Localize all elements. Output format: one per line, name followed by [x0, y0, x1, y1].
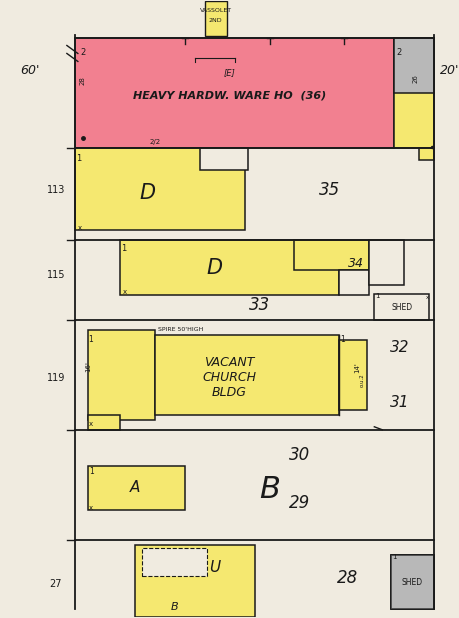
Text: 32: 32	[389, 341, 408, 355]
Text: 1: 1	[76, 154, 81, 163]
Bar	[369, 240, 403, 285]
Text: 1: 1	[339, 336, 344, 344]
Text: 35: 35	[318, 181, 339, 199]
Text: 1: 1	[374, 293, 379, 299]
Text: o.u.2: o.u.2	[359, 373, 364, 387]
Text: VASSOLET: VASSOLET	[199, 8, 231, 13]
Text: 28: 28	[336, 569, 357, 586]
Bar	[204, 1, 226, 36]
Text: x: x	[123, 289, 127, 295]
Text: 29: 29	[288, 494, 309, 512]
Text: 60': 60'	[20, 64, 39, 77]
Text: 26: 26	[411, 74, 417, 83]
Bar	[391, 554, 433, 609]
Text: SPIRE 50'HIGH: SPIRE 50'HIGH	[157, 328, 202, 332]
Text: 20': 20'	[438, 64, 458, 77]
Text: HEAVY HARDW. WARE HO  (36): HEAVY HARDW. WARE HO (36)	[133, 90, 325, 100]
Text: SHED: SHED	[391, 302, 412, 311]
Text: 14': 14'	[353, 363, 359, 373]
Text: 16': 16'	[84, 362, 90, 372]
Bar	[199, 148, 247, 170]
Text: VACANT
CHURCH
BLDG: VACANT CHURCH BLDG	[202, 357, 256, 399]
Bar	[154, 335, 339, 415]
Text: 33: 33	[248, 296, 269, 314]
Bar	[393, 38, 433, 93]
Text: [E]: [E]	[223, 68, 235, 77]
Text: 1: 1	[89, 467, 94, 476]
Text: D: D	[206, 258, 222, 278]
Bar	[374, 294, 428, 320]
Bar	[75, 148, 244, 230]
Text: 115: 115	[46, 270, 65, 280]
Bar	[391, 554, 433, 609]
Text: 2: 2	[80, 48, 85, 57]
Text: x: x	[89, 421, 93, 427]
Text: 119: 119	[47, 373, 65, 383]
Bar	[75, 38, 393, 148]
Text: 27: 27	[50, 580, 62, 590]
Text: B: B	[170, 603, 178, 612]
Bar	[88, 330, 154, 420]
Text: 31: 31	[389, 396, 408, 410]
Bar	[88, 415, 119, 430]
Text: D: D	[140, 183, 156, 203]
Text: A: A	[129, 480, 140, 495]
Text: 1: 1	[88, 336, 93, 344]
Text: 30: 30	[288, 446, 309, 464]
Bar	[294, 240, 369, 270]
Bar	[134, 544, 254, 617]
Text: 1: 1	[391, 554, 396, 559]
Bar	[141, 548, 206, 575]
Text: SHED: SHED	[401, 578, 422, 587]
Text: U: U	[208, 560, 220, 575]
Text: x: x	[425, 295, 428, 300]
Bar	[339, 340, 367, 410]
Text: 2: 2	[396, 48, 401, 57]
Text: 2ND: 2ND	[208, 18, 222, 23]
Bar	[88, 466, 184, 510]
Bar	[339, 270, 369, 295]
Bar	[393, 38, 433, 148]
Text: 1: 1	[121, 243, 126, 253]
Text: 113: 113	[47, 185, 65, 195]
Text: x: x	[89, 505, 93, 510]
Text: 34: 34	[347, 256, 364, 269]
Text: B: B	[258, 475, 280, 504]
Text: 28: 28	[80, 76, 86, 85]
Text: 2/2: 2/2	[149, 139, 160, 145]
Bar	[418, 148, 433, 160]
Text: x: x	[78, 225, 82, 231]
Bar	[119, 240, 339, 295]
Bar	[391, 554, 433, 609]
